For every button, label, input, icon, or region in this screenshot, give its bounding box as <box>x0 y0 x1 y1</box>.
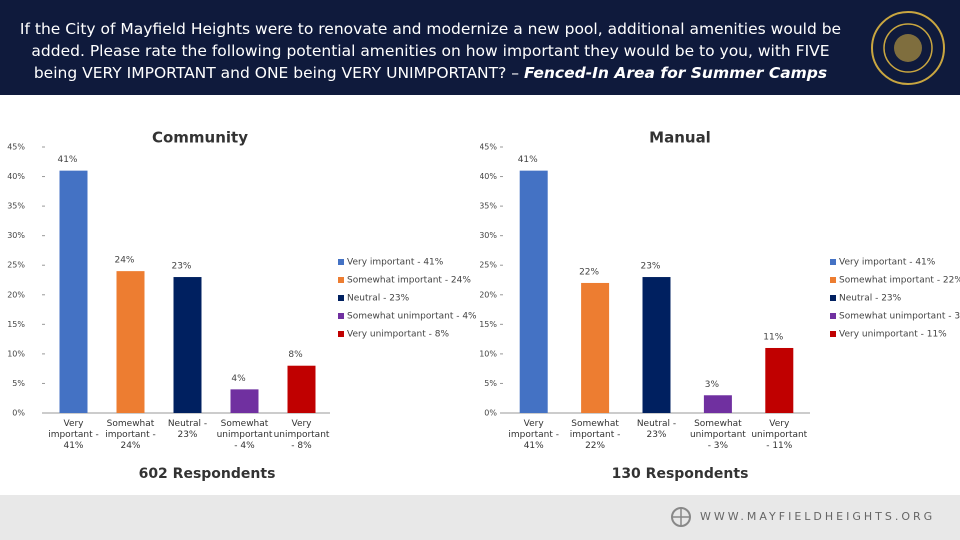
legend-swatch <box>338 313 344 319</box>
globe-icon <box>671 507 691 527</box>
y-tick-label: 20% <box>480 290 497 299</box>
value-label: 23% <box>640 262 660 272</box>
legend-label: Neutral - 23% <box>839 294 902 304</box>
legend-swatch <box>338 331 344 337</box>
bar <box>642 277 671 413</box>
chart-svg: Manual 0% 5% 10% 15% 20% 25% 30% 35% 40% 45% 41% Ver… <box>480 129 960 483</box>
y-tick-label: 20% <box>7 290 25 299</box>
legend-swatch <box>338 259 344 265</box>
y-tick-label: 0% <box>484 409 497 418</box>
value-label: 4% <box>231 374 246 384</box>
value-label: 24% <box>114 256 134 266</box>
x-tick-label: Very important - 41% <box>48 419 99 451</box>
bar <box>173 277 202 413</box>
value-label: 3% <box>705 380 720 390</box>
legend-label: Neutral - 23% <box>347 294 410 304</box>
x-tick-label: Very important - 41% <box>508 419 559 451</box>
value-label: 11% <box>763 332 783 342</box>
title-subject: Fenced-In Area for Summer Camps <box>523 64 828 82</box>
x-tick-label: Somewhat important - 22% <box>569 419 621 451</box>
x-tick-label: Neutral - 23% <box>636 419 677 440</box>
y-tick-label: 10% <box>480 349 497 358</box>
bar <box>519 170 548 413</box>
chart-manual: Manual 0% 5% 10% 15% 20% 25% 30% 35% 40% 45% 41% Ver… <box>480 95 960 495</box>
value-label: 41% <box>57 155 77 165</box>
x-tick-label: Very unimportant - 11% <box>751 419 808 451</box>
y-tick-label: 45% <box>7 143 25 152</box>
y-tick-label: 25% <box>480 261 497 270</box>
legend-swatch <box>830 331 836 337</box>
respondents: 130 Respondents <box>612 466 749 482</box>
legend-swatch <box>338 277 344 283</box>
value-label: 22% <box>579 267 599 277</box>
y-tick-label: 5% <box>12 379 25 388</box>
city-seal <box>871 11 945 85</box>
x-tick-label: Neutral - 23% <box>167 419 208 440</box>
title-text: If the City of Mayfield Heights were to … <box>19 20 842 82</box>
y-tick-label: 40% <box>480 172 497 181</box>
y-tick-label: 40% <box>7 172 25 181</box>
bar <box>765 347 794 413</box>
y-tick-label: 15% <box>480 320 497 329</box>
y-tick-label: 45% <box>480 143 497 152</box>
legend-label: Very unimportant - 8% <box>347 330 449 340</box>
y-tick-label: 30% <box>7 231 25 240</box>
y-tick-label: 35% <box>7 202 25 211</box>
bar <box>59 170 88 413</box>
legend-label: Somewhat important - 24% <box>347 276 471 286</box>
legend-swatch <box>830 277 836 283</box>
header: If the City of Mayfield Heights were to … <box>0 0 960 95</box>
bar <box>581 282 610 413</box>
chart-title: Community <box>152 129 248 147</box>
value-label: 8% <box>288 350 303 360</box>
y-tick-label: 35% <box>480 202 497 211</box>
legend-swatch <box>830 313 836 319</box>
website: WWW.MAYFIELDHEIGHTS.ORG <box>700 510 936 523</box>
x-tick-label: Somewhat important - 24% <box>105 419 156 451</box>
bar <box>230 389 259 413</box>
legend-swatch <box>830 259 836 265</box>
y-tick-label: 0% <box>12 409 25 418</box>
bar <box>287 365 316 413</box>
chart-community: Community 0% 5% 10% 15% 20% 25% 30% 35% 40% 45% 41%… <box>0 95 480 495</box>
y-tick-label: 10% <box>7 349 25 358</box>
y-tick-label: 30% <box>480 231 497 240</box>
respondents: 602 Respondents <box>139 466 276 482</box>
chart-title: Manual <box>649 129 711 147</box>
y-tick-label: 15% <box>7 320 25 329</box>
legend-swatch <box>338 295 344 301</box>
bar <box>703 395 732 413</box>
y-tick-label: 5% <box>484 379 497 388</box>
chart-svg: Community 0% 5% 10% 15% 20% 25% 30% 35% 40% 45% 41%… <box>7 129 477 483</box>
value-label: 41% <box>518 155 538 165</box>
legend-label: Very important - 41% <box>839 258 936 268</box>
y-tick-label: 25% <box>7 261 25 270</box>
value-label: 23% <box>171 262 191 272</box>
legend-label: Somewhat unimportant - 4% <box>347 312 477 322</box>
legend-label: Very important - 41% <box>347 258 444 268</box>
legend-label: Somewhat unimportant - 3% <box>839 312 960 322</box>
title: If the City of Mayfield Heights were to … <box>8 18 853 84</box>
x-tick-label: Very unimportant - 8% <box>273 419 330 451</box>
legend-label: Somewhat important - 22% <box>839 276 960 286</box>
x-tick-label: Somewhat unimportant - 4% <box>216 419 273 451</box>
bar <box>116 271 145 413</box>
legend-label: Very unimportant - 11% <box>839 330 947 340</box>
footer: WWW.MAYFIELDHEIGHTS.ORG <box>0 495 960 540</box>
x-tick-label: Somewhat unimportant - 3% <box>689 419 746 451</box>
legend-swatch <box>830 295 836 301</box>
